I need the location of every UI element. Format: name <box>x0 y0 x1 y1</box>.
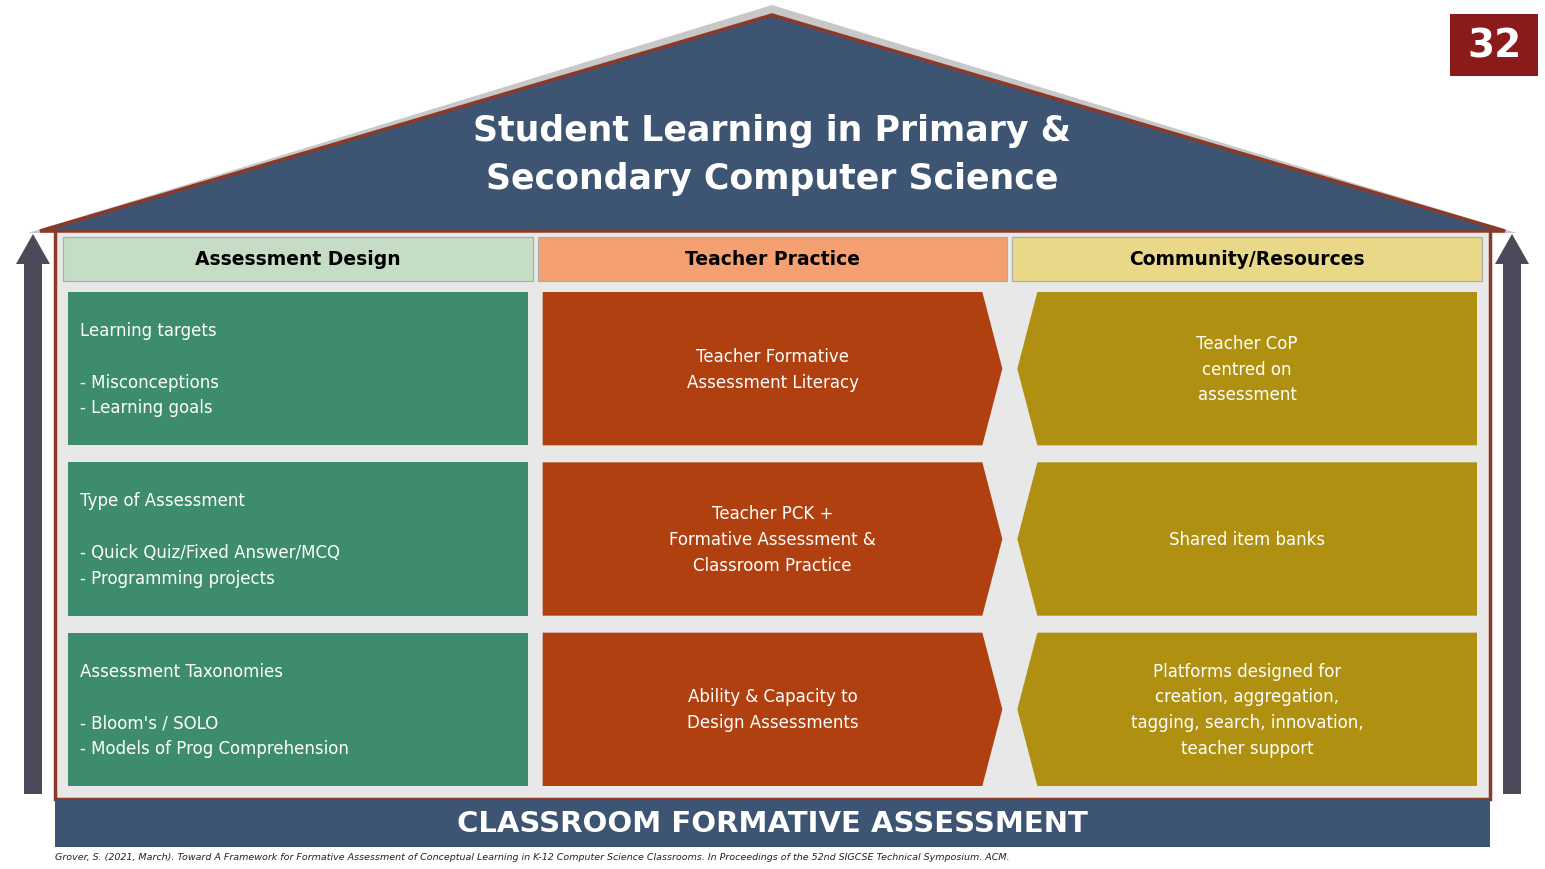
Bar <box>68 633 528 786</box>
Bar <box>538 238 1007 282</box>
Polygon shape <box>28 6 1517 234</box>
Bar <box>68 293 528 446</box>
Text: Grover, S. (2021, March). Toward A Framework for Formative Assessment of Concept: Grover, S. (2021, March). Toward A Frame… <box>56 852 1009 861</box>
Bar <box>63 238 533 282</box>
Text: Platforms designed for
creation, aggregation,
tagging, search, innovation,
teach: Platforms designed for creation, aggrega… <box>1131 662 1364 757</box>
Polygon shape <box>1017 293 1477 446</box>
Polygon shape <box>1496 235 1530 265</box>
Polygon shape <box>1017 633 1477 786</box>
Text: Teacher Practice: Teacher Practice <box>684 250 861 269</box>
Text: Shared item banks: Shared item banks <box>1170 530 1326 548</box>
Bar <box>25 265 42 794</box>
Text: Ability & Capacity to
Design Assessments: Ability & Capacity to Design Assessments <box>686 687 859 732</box>
Bar <box>1503 265 1520 794</box>
Bar <box>1012 238 1482 282</box>
Bar <box>56 229 1489 799</box>
Polygon shape <box>1017 463 1477 616</box>
Text: 32: 32 <box>1466 27 1522 65</box>
Text: CLASSROOM FORMATIVE ASSESSMENT: CLASSROOM FORMATIVE ASSESSMENT <box>457 809 1088 837</box>
Text: Assessment Taxonomies

- Bloom's / SOLO
- Models of Prog Comprehension: Assessment Taxonomies - Bloom's / SOLO -… <box>80 662 349 757</box>
Polygon shape <box>40 16 1505 232</box>
Polygon shape <box>542 293 1003 446</box>
Text: Teacher Formative
Assessment Literacy: Teacher Formative Assessment Literacy <box>686 348 859 391</box>
Polygon shape <box>15 235 49 265</box>
Text: Teacher CoP
centred on
assessment: Teacher CoP centred on assessment <box>1196 335 1298 404</box>
Polygon shape <box>542 633 1003 786</box>
Bar <box>68 463 528 616</box>
Text: Type of Assessment

- Quick Quiz/Fixed Answer/MCQ
- Programming projects: Type of Assessment - Quick Quiz/Fixed An… <box>80 492 340 587</box>
Text: Teacher PCK +
Formative Assessment &
Classroom Practice: Teacher PCK + Formative Assessment & Cla… <box>669 505 876 574</box>
Polygon shape <box>542 463 1003 616</box>
Bar <box>1451 15 1537 77</box>
Text: Learning targets

- Misconceptions
- Learning goals: Learning targets - Misconceptions - Lear… <box>80 322 219 417</box>
Bar <box>56 799 1489 847</box>
Text: Student Learning in Primary &
Secondary Computer Science: Student Learning in Primary & Secondary … <box>473 114 1071 196</box>
Text: Assessment Design: Assessment Design <box>195 250 400 269</box>
Text: Community/Resources: Community/Resources <box>1129 250 1364 269</box>
